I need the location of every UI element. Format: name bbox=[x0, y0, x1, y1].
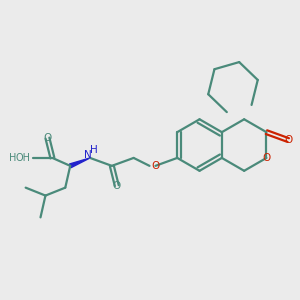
Text: H: H bbox=[90, 145, 98, 155]
Text: O: O bbox=[113, 181, 121, 191]
Polygon shape bbox=[70, 158, 90, 168]
Text: OH: OH bbox=[15, 153, 30, 163]
Text: O: O bbox=[43, 133, 52, 143]
Text: O: O bbox=[262, 153, 271, 163]
Text: N: N bbox=[84, 150, 92, 160]
Text: O: O bbox=[284, 135, 292, 145]
Text: H: H bbox=[9, 153, 16, 163]
Text: O: O bbox=[151, 161, 160, 171]
